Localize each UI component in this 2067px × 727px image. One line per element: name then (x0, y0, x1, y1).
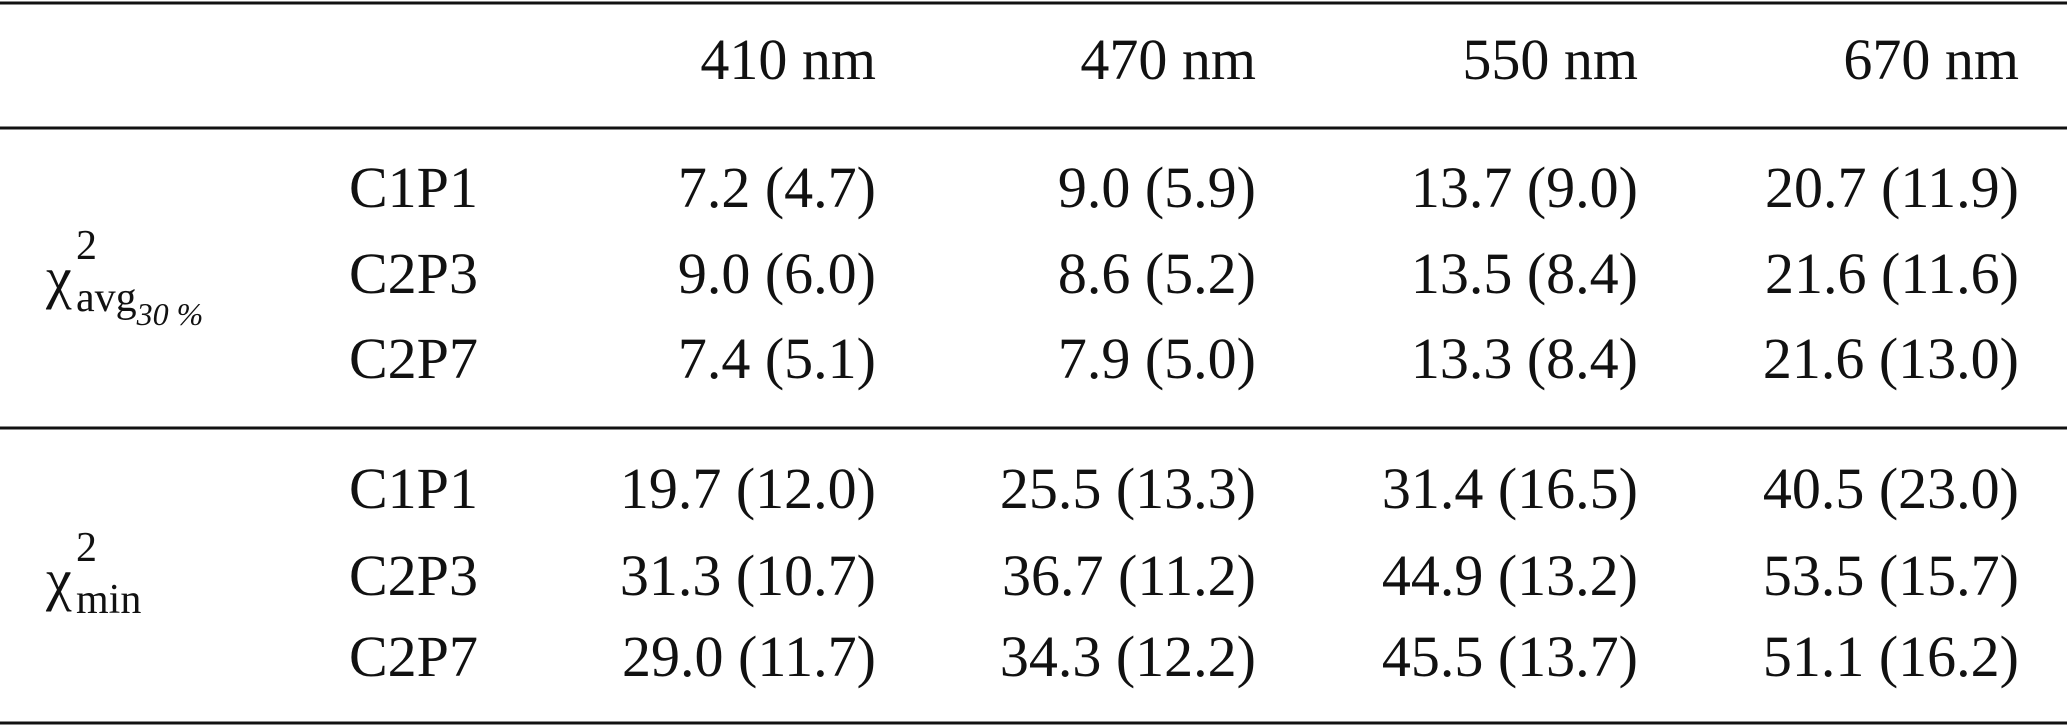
column-header: 550 nm (1462, 27, 1638, 92)
row-label: C2P3 (349, 543, 478, 608)
cell: 13.5 (8.4) (1411, 241, 1638, 306)
cell: 7.2 (4.7) (678, 155, 876, 220)
symbol: χ (45, 547, 72, 612)
cell: 7.9 (5.0) (1058, 326, 1256, 391)
cell: 34.3 (12.2) (1000, 624, 1256, 689)
sub-subscript: 30 % (136, 296, 204, 332)
row-label: C2P3 (349, 241, 478, 306)
row-label: C1P1 (349, 155, 478, 220)
cell: 31.3 (10.7) (620, 543, 876, 608)
row-label: C2P7 (349, 624, 478, 689)
superscript: 2 (76, 223, 97, 269)
cell: 51.1 (16.2) (1763, 624, 2019, 689)
cell: 7.4 (5.1) (678, 326, 876, 391)
superscript: 2 (76, 525, 97, 571)
cell: 13.7 (9.0) (1411, 155, 1638, 220)
subscript: avg (76, 275, 137, 321)
cell: 45.5 (13.7) (1382, 624, 1638, 689)
column-header: 410 nm (700, 27, 876, 92)
cell: 9.0 (5.9) (1058, 155, 1256, 220)
group-label: χ 2 min (45, 525, 141, 623)
cell: 53.5 (15.7) (1763, 543, 2019, 608)
cell: 13.3 (8.4) (1411, 326, 1638, 391)
cell: 21.6 (11.6) (1765, 241, 2019, 306)
cell: 21.6 (13.0) (1763, 326, 2019, 391)
cell: 9.0 (6.0) (678, 241, 876, 306)
cell: 8.6 (5.2) (1058, 241, 1256, 306)
row-label: C2P7 (349, 326, 478, 391)
column-header: 670 nm (1843, 27, 2019, 92)
cell: 44.9 (13.2) (1382, 543, 1638, 608)
cell: 20.7 (11.9) (1765, 155, 2019, 220)
cell: 19.7 (12.0) (620, 456, 876, 521)
group-label: χ 2 avg30 % (45, 223, 203, 332)
subscript: min (76, 577, 141, 623)
cell: 40.5 (23.0) (1763, 456, 2019, 521)
cell: 25.5 (13.3) (1000, 456, 1256, 521)
cell: 31.4 (16.5) (1382, 456, 1638, 521)
column-header: 470 nm (1080, 27, 1256, 92)
row-label: C1P1 (349, 456, 478, 521)
symbol: χ (45, 245, 72, 310)
cell: 36.7 (11.2) (1002, 543, 1256, 608)
cell: 29.0 (11.7) (622, 624, 876, 689)
